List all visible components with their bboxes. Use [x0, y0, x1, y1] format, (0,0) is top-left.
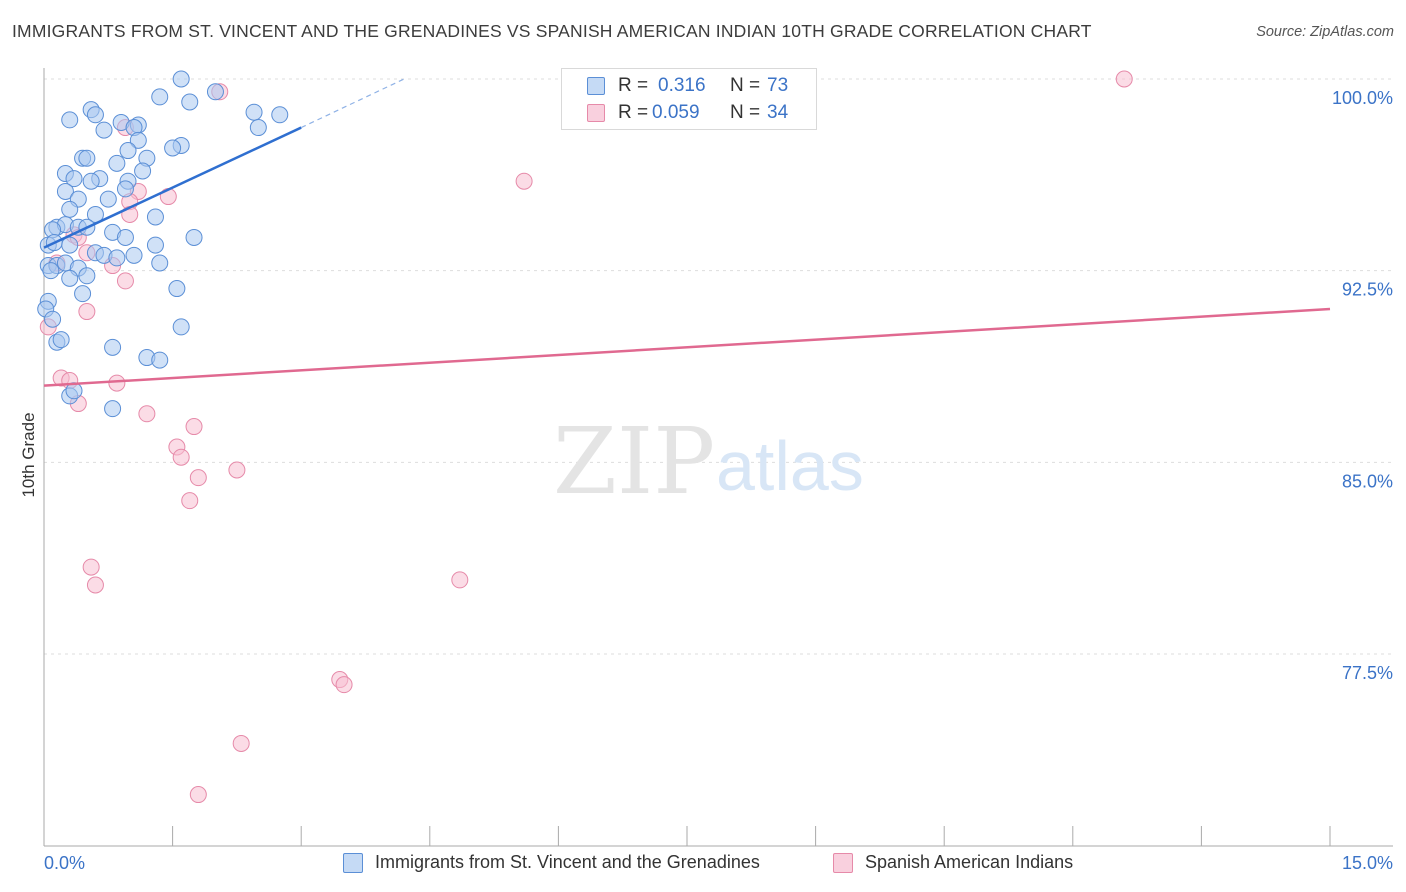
y-tick-label: 100.0% [1332, 88, 1393, 108]
pink-point [335, 676, 353, 694]
pink-point [185, 418, 203, 436]
blue-point [104, 400, 122, 418]
blue-point [61, 269, 79, 287]
chart-title: IMMIGRANTS FROM ST. VINCENT AND THE GREN… [12, 21, 1092, 41]
legend-swatch-blue [587, 77, 605, 95]
y-tick-label: 92.5% [1342, 280, 1393, 300]
blue-point [185, 228, 203, 246]
source-label: Source: ZipAtlas.com [1256, 24, 1394, 40]
y-tick-label: 85.0% [1342, 471, 1393, 491]
blue-point [78, 149, 96, 167]
pink-point [108, 374, 126, 392]
blue-point [172, 70, 190, 88]
x-tick-label: 0.0% [44, 853, 85, 873]
blue-trend-line [43, 126, 302, 249]
watermark-zip: ZIP [553, 408, 715, 515]
legend-r-label: R = [618, 75, 649, 96]
pink-point [116, 272, 134, 290]
blue-point [42, 262, 60, 280]
legend-n-label: N = [730, 102, 761, 123]
blue-point [245, 103, 263, 121]
blue-point [44, 310, 62, 328]
blue-point [61, 200, 79, 218]
bottom-legend-swatch-pink [833, 853, 853, 873]
y-axis-label: 10th Grade [19, 412, 38, 497]
blue-point [164, 139, 182, 157]
blue-point [271, 106, 289, 124]
blue-point [134, 162, 152, 180]
blue-point [151, 351, 169, 369]
legend-swatch-pink [587, 104, 605, 122]
pink-point [86, 576, 104, 594]
legend-n-value: 73 [767, 75, 789, 96]
blue-point [151, 254, 169, 272]
legend-r-label: R = [618, 102, 649, 123]
blue-point [82, 172, 100, 190]
blue-points [37, 70, 289, 418]
blue-point [116, 180, 134, 198]
blue-point [99, 190, 117, 208]
blue-point [74, 285, 92, 303]
blue-point [181, 93, 199, 111]
pink-point [172, 448, 190, 466]
watermark-atlas: atlas [716, 427, 864, 505]
blue-point [129, 131, 147, 149]
blue-point [125, 246, 143, 264]
bottom-legend-label-pink: Spanish American Indians [865, 852, 1074, 872]
pink-point [82, 558, 100, 576]
blue-point [119, 142, 137, 160]
bottom-legend-label-blue: Immigrants from St. Vincent and the Gren… [375, 852, 760, 872]
legend-n-label: N = [730, 75, 761, 96]
watermark: ZIP atlas [553, 408, 864, 515]
blue-point [151, 88, 169, 106]
pink-point [138, 405, 156, 423]
blue-point [52, 331, 70, 349]
blue-point [65, 170, 83, 188]
trend-lines [43, 78, 1331, 387]
blue-trend-extension [300, 78, 405, 129]
blue-point [95, 121, 113, 139]
blue-point [56, 182, 74, 200]
blue-point [146, 236, 164, 254]
grid-lines [44, 78, 1393, 655]
pink-point [189, 469, 207, 487]
blue-point [249, 119, 267, 137]
axis-tick-labels: 77.5% 85.0% 92.5% 100.0% 0.0% 15.0% [44, 88, 1393, 873]
legend-n-value: 34 [767, 102, 789, 123]
blue-point [104, 338, 122, 356]
blue-point [146, 208, 164, 226]
correlation-legend: R = 0.316 N = 73 R = 0.059 N = 34 [561, 68, 817, 130]
pink-point [515, 172, 533, 190]
blue-point [108, 249, 126, 267]
blue-point [168, 280, 186, 298]
blue-point [78, 267, 96, 285]
legend-r-value: 0.059 [652, 102, 700, 123]
y-tick-label: 77.5% [1342, 663, 1393, 683]
pink-point [1115, 70, 1133, 88]
pink-point [78, 303, 96, 321]
pink-point [181, 492, 199, 510]
x-tick-label: 15.0% [1342, 853, 1393, 873]
blue-point [108, 154, 126, 172]
blue-point [61, 236, 79, 254]
pink-point [451, 571, 469, 589]
pink-point [189, 786, 207, 804]
blue-point [172, 318, 190, 336]
legend-r-value: 0.316 [658, 75, 706, 96]
blue-point [61, 111, 79, 129]
pink-trend-line [43, 307, 1331, 387]
blue-point [116, 228, 134, 246]
pink-point [228, 461, 246, 479]
bottom-legend-swatch-blue [343, 853, 363, 873]
blue-point [86, 106, 104, 124]
axes [43, 68, 1393, 847]
pink-point [232, 734, 250, 752]
blue-point [206, 83, 224, 101]
